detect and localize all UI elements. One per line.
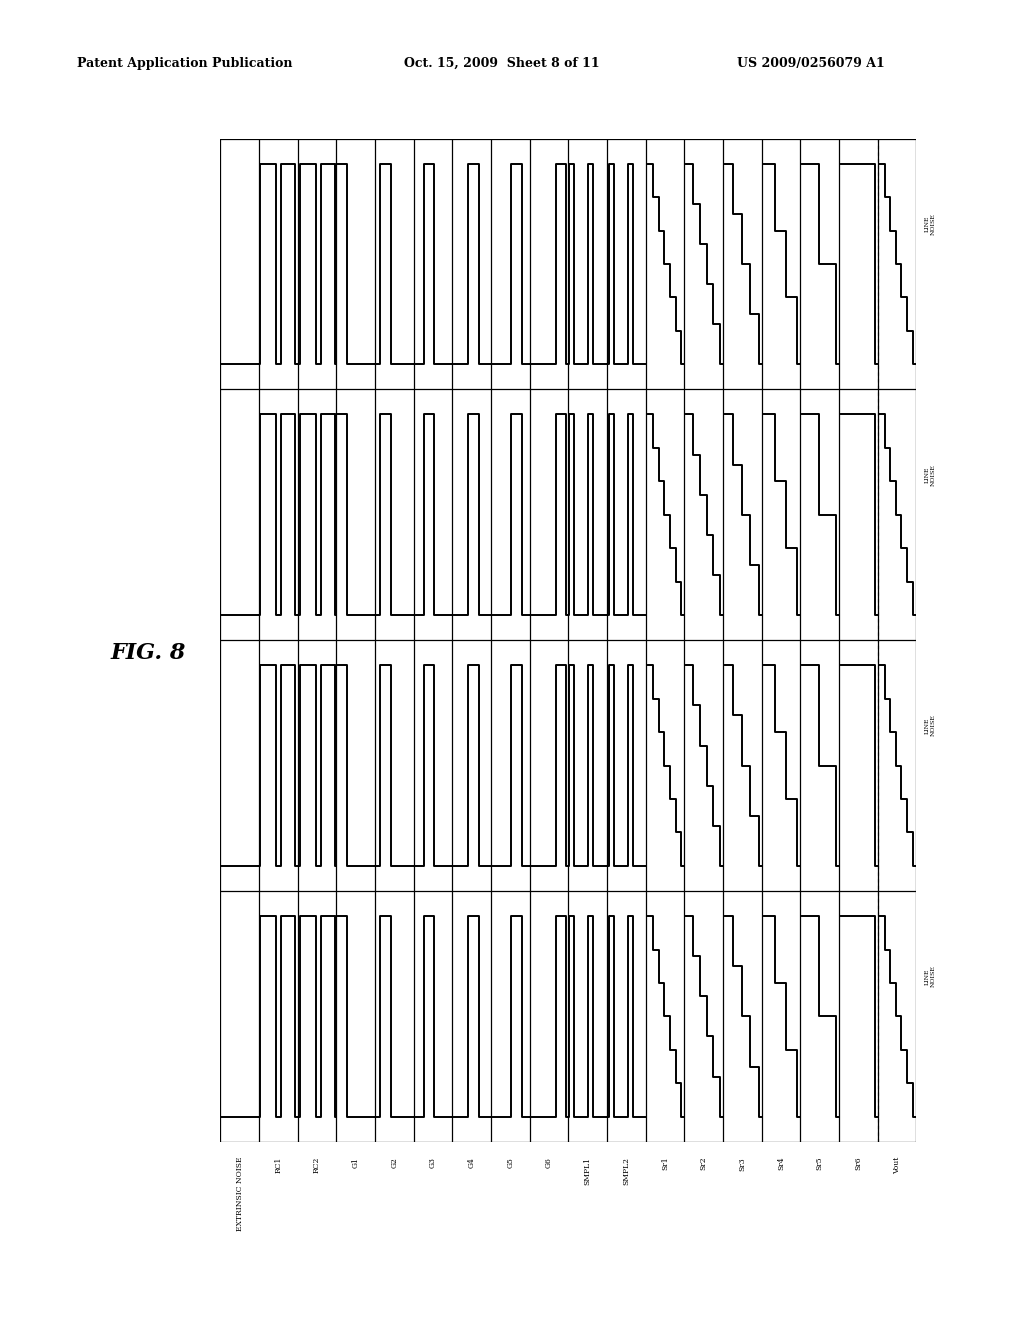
Text: G3: G3 <box>429 1156 437 1168</box>
Text: Sr3: Sr3 <box>738 1156 746 1171</box>
Text: Patent Application Publication: Patent Application Publication <box>77 57 292 70</box>
Text: Sr1: Sr1 <box>662 1156 669 1171</box>
Text: Sr2: Sr2 <box>699 1156 708 1171</box>
Text: G4: G4 <box>468 1156 475 1168</box>
Text: RC1: RC1 <box>274 1156 283 1173</box>
Text: Sr4: Sr4 <box>777 1156 785 1171</box>
Text: LINE
NOISE: LINE NOISE <box>925 965 936 987</box>
Text: G5: G5 <box>506 1156 514 1168</box>
Text: Vout: Vout <box>893 1156 901 1173</box>
Text: SMPL1: SMPL1 <box>584 1156 592 1185</box>
Text: EXTRINSIC NOISE: EXTRINSIC NOISE <box>236 1156 244 1232</box>
Text: Sr6: Sr6 <box>854 1156 862 1171</box>
Text: Sr5: Sr5 <box>816 1156 823 1171</box>
Text: SMPL2: SMPL2 <box>623 1156 631 1185</box>
Text: LINE
NOISE: LINE NOISE <box>925 714 936 737</box>
Text: G1: G1 <box>351 1156 359 1168</box>
Text: US 2009/0256079 A1: US 2009/0256079 A1 <box>737 57 885 70</box>
Text: FIG. 8: FIG. 8 <box>111 643 186 664</box>
Text: LINE
NOISE: LINE NOISE <box>925 213 936 235</box>
Text: Oct. 15, 2009  Sheet 8 of 11: Oct. 15, 2009 Sheet 8 of 11 <box>404 57 600 70</box>
Text: LINE
NOISE: LINE NOISE <box>925 463 936 486</box>
Text: G6: G6 <box>545 1156 553 1168</box>
Text: RC2: RC2 <box>313 1156 321 1173</box>
Text: G2: G2 <box>390 1156 398 1168</box>
